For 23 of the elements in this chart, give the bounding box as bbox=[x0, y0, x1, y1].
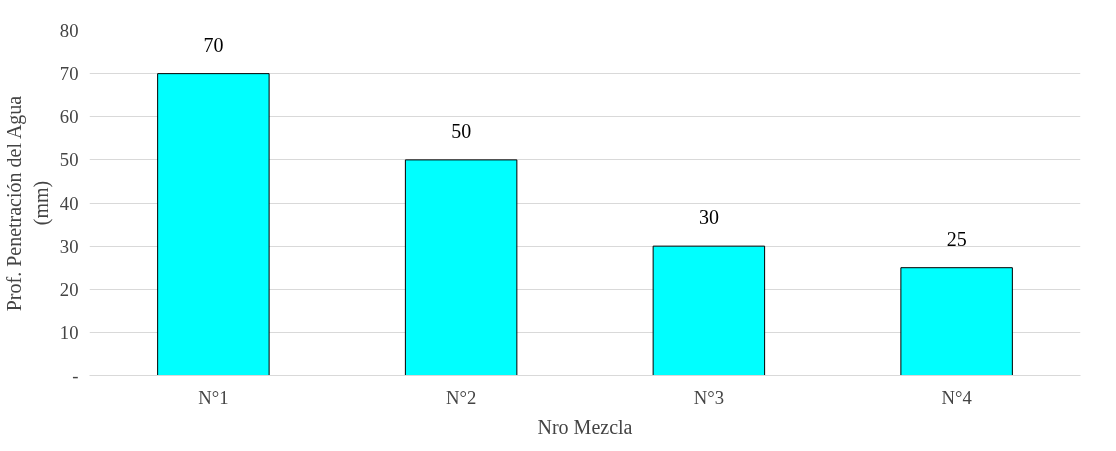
y-tick-label: 40 bbox=[59, 192, 79, 214]
bar bbox=[157, 73, 270, 376]
bar bbox=[404, 159, 518, 376]
y-tick-label: 50 bbox=[59, 149, 79, 171]
data-label: 30 bbox=[698, 206, 719, 229]
bar bbox=[652, 245, 766, 376]
y-tick-label: 70 bbox=[59, 63, 79, 85]
data-label: 50 bbox=[451, 119, 472, 142]
x-tick-label: N°2 bbox=[445, 386, 477, 408]
y-tick-label: 10 bbox=[59, 321, 79, 343]
y-tick-label: 60 bbox=[59, 106, 79, 128]
y-tick-label: 20 bbox=[59, 278, 79, 300]
y-tick-label: - bbox=[72, 365, 79, 386]
bar bbox=[900, 267, 1013, 376]
x-axis-title: Nro Mezcla bbox=[537, 415, 633, 438]
x-tick-label: N°4 bbox=[941, 386, 973, 408]
y-axis-title: Prof. Penetración del Agua (mm) bbox=[3, 95, 53, 312]
data-label: 70 bbox=[203, 33, 224, 56]
data-label: 25 bbox=[946, 227, 967, 250]
x-tick-label: N°1 bbox=[198, 386, 229, 408]
x-tick-label: N°3 bbox=[693, 386, 725, 408]
y-tick-label: 30 bbox=[59, 235, 79, 257]
y-tick-label: 80 bbox=[59, 20, 79, 41]
